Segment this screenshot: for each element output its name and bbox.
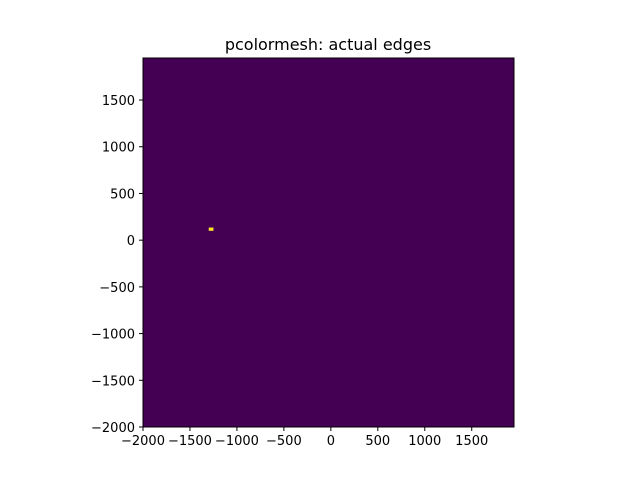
x-tick-label: −500	[266, 434, 302, 449]
y-axis: −2000 −1500 −1000 −500 0 500 1000 1500	[91, 94, 143, 436]
mesh-cells	[208, 227, 214, 231]
x-tick-label: 1000	[408, 434, 441, 449]
y-tick-label: 0	[127, 234, 135, 249]
axes-frame	[142, 57, 515, 428]
y-tick-label: −2000	[91, 421, 135, 436]
y-tick-label: −500	[99, 281, 135, 296]
x-tick-label: −2000	[121, 434, 165, 449]
mesh-cell-0	[208, 227, 214, 231]
x-tick-label: −1000	[215, 434, 259, 449]
plot-area	[143, 58, 514, 427]
y-tick-label: −1000	[91, 328, 135, 343]
x-tick-label: 1500	[455, 434, 488, 449]
x-tick-label: 500	[365, 434, 390, 449]
x-axis: −2000 −1500 −1000 −500 0 500 1000 1500	[121, 427, 488, 449]
y-tick-label: 1000	[102, 141, 135, 156]
x-tick-label: −1500	[168, 434, 212, 449]
y-tick-label: −1500	[91, 374, 135, 389]
y-tick-label: 1500	[102, 94, 135, 109]
chart-title: pcolormesh: actual edges	[225, 35, 431, 54]
x-tick-label: 0	[327, 434, 335, 449]
y-tick-label: 500	[110, 187, 135, 202]
